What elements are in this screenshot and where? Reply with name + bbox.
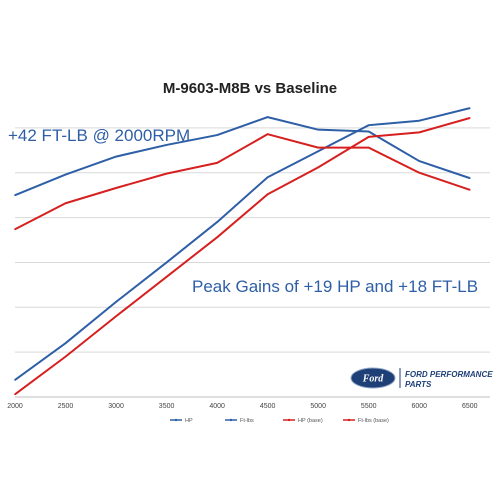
- data-point: [418, 160, 421, 162]
- ford-oval-icon: [350, 367, 396, 389]
- data-point: [317, 166, 319, 169]
- data-point: [266, 116, 269, 118]
- x-tick-label: 4000: [209, 403, 225, 410]
- chart-title: M-9603-M8B vs Baseline: [163, 80, 337, 97]
- x-tick-label: 6500: [462, 403, 478, 410]
- data-point: [115, 187, 117, 189]
- data-point: [165, 172, 168, 175]
- data-point: [64, 342, 67, 344]
- x-tick-label: 6000: [411, 403, 427, 410]
- data-point: [367, 136, 370, 138]
- data-point: [317, 150, 319, 153]
- data-point: [165, 144, 168, 146]
- data-point: [64, 355, 67, 358]
- data-point: [266, 176, 269, 179]
- logo-brand-line1: FORD PERFORMANCE: [405, 370, 493, 379]
- ford-oval-text: Ford: [362, 374, 385, 385]
- data-point: [115, 301, 117, 303]
- data-point: [14, 194, 16, 196]
- data-point: [317, 146, 319, 149]
- data-point: [216, 236, 218, 239]
- series-1: [14, 116, 471, 197]
- data-point: [468, 188, 471, 191]
- data-point: [115, 155, 117, 158]
- legend-marker: [229, 418, 233, 422]
- annotation-peak-gains: Peak Gains of +19 HP and +18 FT-LB: [192, 277, 478, 296]
- legend-item: HP: [170, 418, 193, 424]
- x-tick-label: 4500: [260, 403, 276, 410]
- legend-marker: [347, 418, 351, 422]
- x-tick-label: 2500: [58, 403, 74, 410]
- ford-performance-logo: Ford FORD PERFORMANCE PARTS: [350, 367, 493, 389]
- data-point: [266, 133, 269, 135]
- x-axis-tick-labels: 2000 2500 3000 3500 4000 4500 5000 5500 6000 6500: [7, 403, 477, 410]
- data-point: [216, 221, 218, 223]
- legend-item: HP (base): [283, 418, 323, 424]
- legend-marker: [174, 418, 178, 422]
- logo-brand-line2: PARTS: [405, 380, 432, 389]
- legend-item: Ft-lbs (base): [343, 418, 389, 424]
- data-point: [468, 117, 471, 119]
- x-tick-label: 5500: [361, 403, 377, 410]
- x-tick-label: 5000: [310, 403, 326, 410]
- data-point: [367, 124, 370, 126]
- data-point: [468, 177, 471, 179]
- data-point: [418, 131, 421, 134]
- legend: HP Ft-lbs HP (base) Ft-lbs (base): [170, 418, 389, 424]
- grid-lines: [15, 127, 490, 398]
- series-lines: [14, 107, 471, 396]
- x-tick-label: 3500: [159, 403, 175, 410]
- data-point: [64, 202, 67, 205]
- data-point: [266, 193, 269, 196]
- data-point: [418, 119, 421, 122]
- series-line: [14, 117, 471, 396]
- data-point: [165, 261, 168, 264]
- annotation-torque-gain: +42 FT-LB @ 2000RPM: [8, 126, 190, 145]
- x-tick-label: 3000: [108, 403, 124, 410]
- legend-label: HP: [185, 418, 193, 424]
- data-point: [367, 130, 370, 133]
- legend-label: Ft-lbs (base): [358, 418, 389, 424]
- legend-label: Ft-lbs: [240, 418, 254, 424]
- series-line: [14, 116, 471, 197]
- data-point: [216, 134, 218, 136]
- data-point: [14, 228, 16, 231]
- data-point: [115, 315, 117, 318]
- legend-marker: [287, 418, 291, 422]
- series-line: [14, 133, 471, 231]
- data-point: [14, 393, 16, 396]
- legend-item: Ft-lbs: [225, 418, 254, 424]
- series-2: [14, 117, 471, 396]
- data-point: [418, 171, 421, 174]
- data-point: [468, 107, 471, 109]
- series-line: [14, 107, 471, 381]
- x-tick-label: 2000: [7, 403, 23, 410]
- data-point: [367, 146, 370, 149]
- series-0: [14, 107, 471, 381]
- data-point: [216, 162, 218, 164]
- legend-label: HP (base): [298, 418, 323, 424]
- data-point: [64, 173, 67, 176]
- data-point: [317, 128, 319, 131]
- data-point: [14, 379, 16, 381]
- data-point: [165, 275, 168, 278]
- series-3: [14, 133, 471, 231]
